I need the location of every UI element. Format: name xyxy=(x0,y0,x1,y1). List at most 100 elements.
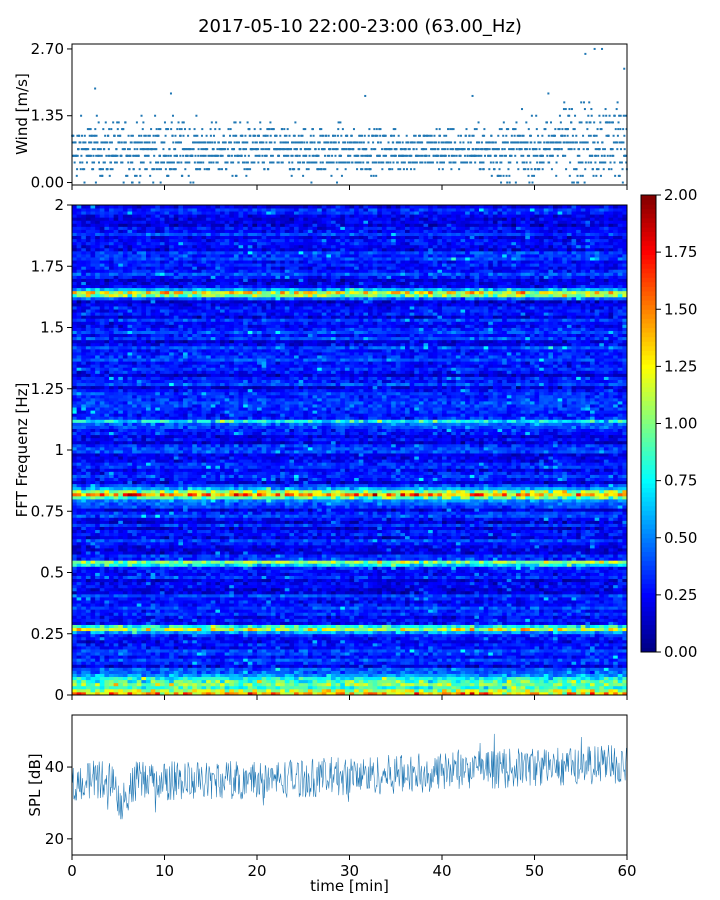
spectrogram-cell xyxy=(257,652,263,656)
wind-point xyxy=(200,141,203,144)
spectrogram-cell xyxy=(294,627,300,632)
wind-point xyxy=(287,154,290,157)
spectrogram-cell xyxy=(243,661,249,665)
wind-point xyxy=(449,148,452,151)
spectrogram-cell xyxy=(224,658,230,662)
spectrogram-cell xyxy=(516,679,522,684)
spectrogram-cell xyxy=(372,639,378,644)
wind-point xyxy=(283,141,286,144)
spectrogram-cell xyxy=(81,649,87,653)
spectrogram-cell xyxy=(169,670,175,674)
spectrogram-cell xyxy=(363,649,369,653)
spectrogram-cell xyxy=(164,664,170,668)
spectrogram-cell xyxy=(136,670,142,674)
spectrogram-cell xyxy=(358,621,364,625)
spectrogram-cell xyxy=(502,661,508,665)
spectrogram-cell xyxy=(95,630,101,635)
spectrogram-cell xyxy=(132,646,138,650)
wind-point xyxy=(620,161,623,164)
spectrogram-cell xyxy=(331,627,337,632)
wind-point xyxy=(387,161,390,164)
wind-point xyxy=(202,161,205,164)
spectrogram-cell xyxy=(391,682,397,687)
spectrogram-cell xyxy=(377,682,383,687)
spectrogram-cell xyxy=(169,685,175,690)
spectrogram-cell xyxy=(243,649,249,653)
wind-point xyxy=(381,168,384,171)
spectrogram-cell xyxy=(90,630,96,635)
spectrogram-cell xyxy=(409,633,415,638)
spectrogram-cell xyxy=(298,633,304,638)
spectrogram-cell xyxy=(173,633,179,638)
wind-point xyxy=(201,148,204,151)
spectrogram-cell xyxy=(270,667,276,671)
spectrogram-cell xyxy=(183,649,189,653)
wind-point xyxy=(264,148,267,151)
spectrogram-cell xyxy=(233,679,239,684)
wind-point xyxy=(100,168,103,171)
wind-point xyxy=(181,174,184,177)
spectrogram-cell xyxy=(307,688,313,693)
wind-point xyxy=(295,141,298,144)
spectrogram-cell xyxy=(344,673,350,678)
spectrogram-cell xyxy=(210,633,216,638)
spectrogram-cell xyxy=(460,652,466,656)
wind-point xyxy=(453,161,456,164)
wind-point xyxy=(441,148,444,151)
wind-point xyxy=(424,161,427,164)
wind-point xyxy=(481,134,484,137)
spectrogram-cell xyxy=(571,652,577,656)
spectrogram-cell xyxy=(173,661,179,665)
spectrogram-cell xyxy=(562,664,568,668)
spectrogram-cell xyxy=(506,615,512,619)
spectrogram-cell xyxy=(215,624,221,629)
wind-point xyxy=(479,168,482,171)
spectrogram-cell xyxy=(349,658,355,662)
spectrogram-cell xyxy=(585,661,591,665)
spectrogram-cell xyxy=(599,655,605,659)
spectrogram-cell xyxy=(553,624,559,629)
spectrogram-cell xyxy=(326,679,332,684)
spectrogram-cell xyxy=(215,679,221,684)
spectrogram-cell xyxy=(349,685,355,690)
spectrogram-cell xyxy=(146,642,152,647)
wind-point xyxy=(370,148,373,151)
wind-point xyxy=(374,134,377,137)
spectrogram-cell xyxy=(432,642,438,647)
spectrogram-cell xyxy=(511,691,517,696)
spectrogram-cell xyxy=(215,615,221,619)
spectrogram-cell xyxy=(483,664,489,668)
spectrogram-cell xyxy=(206,639,212,644)
spectrogram-cell xyxy=(539,682,545,687)
spectrogram-cell xyxy=(428,676,434,681)
spectrogram-cell xyxy=(81,661,87,665)
spectrogram-cell xyxy=(451,667,457,671)
spectrogram-cell xyxy=(196,670,202,674)
spectrogram-cell xyxy=(141,615,147,619)
spectrogram-cell xyxy=(465,642,471,647)
spectrogram-cell xyxy=(326,636,332,641)
wind-point xyxy=(116,154,119,157)
spectrogram-cell xyxy=(529,676,535,681)
wind-point xyxy=(163,121,166,124)
spectrogram-cell xyxy=(488,673,494,678)
spectrogram-cell xyxy=(303,658,309,662)
spectrogram-cell xyxy=(210,621,216,625)
spectrogram-cell xyxy=(460,685,466,690)
spectrogram-cell xyxy=(599,627,605,632)
spectrogram-cell xyxy=(169,646,175,650)
wind-point xyxy=(572,141,575,144)
spectrogram-cell xyxy=(224,612,230,616)
spectrogram-cell xyxy=(525,691,531,696)
spectrogram-cell xyxy=(497,636,503,641)
spectrogram-cell xyxy=(335,688,341,693)
spectrogram-cell xyxy=(465,630,471,635)
spectrogram-cell xyxy=(534,688,540,693)
spectrogram-cell xyxy=(469,664,475,668)
spectrogram-cell xyxy=(469,667,475,671)
spectrogram-cell xyxy=(608,679,614,684)
wind-point xyxy=(395,148,398,151)
spectrogram-cell xyxy=(294,652,300,656)
spectrogram-cell xyxy=(72,679,78,684)
spectrogram-cell xyxy=(321,682,327,687)
